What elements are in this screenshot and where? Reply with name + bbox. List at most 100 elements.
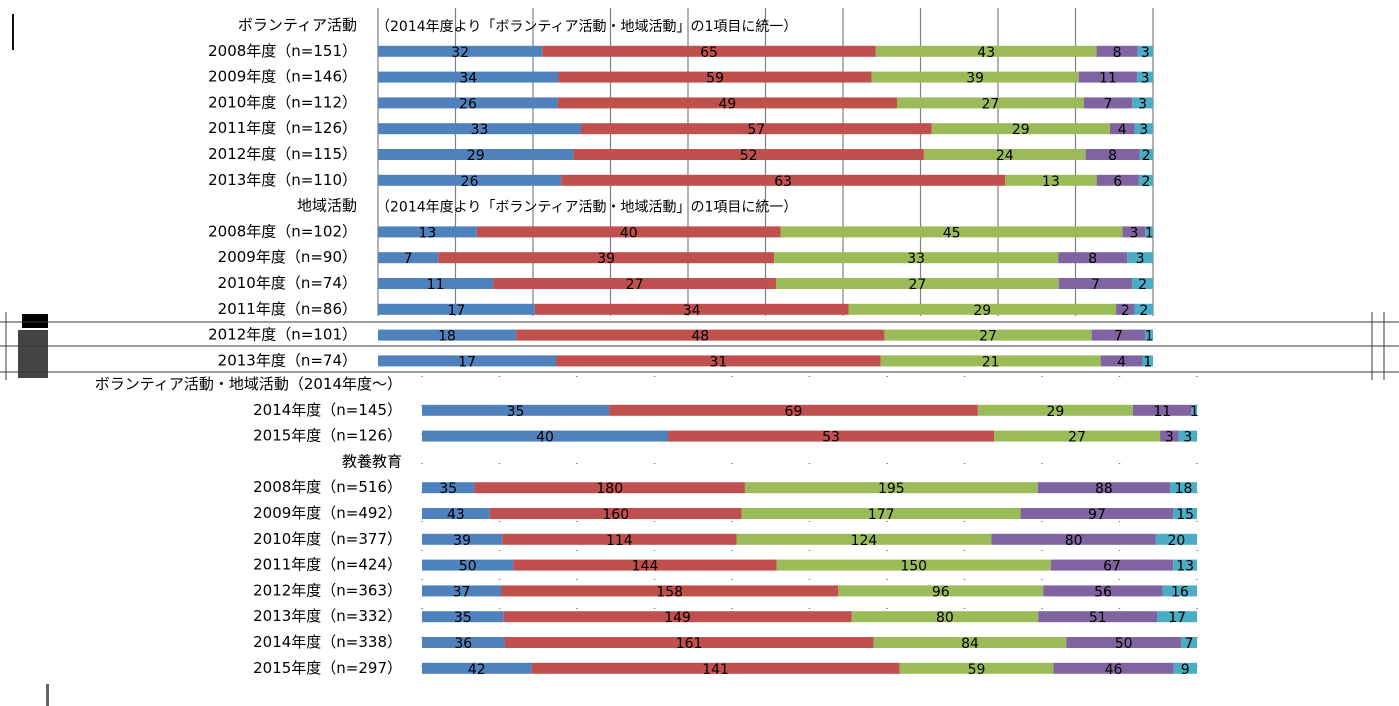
data-label: 7 <box>1114 329 1123 345</box>
data-label: 1 <box>1190 404 1199 420</box>
bar-segment <box>1109 123 1135 135</box>
row-label: 2011年度（n=424） <box>253 556 402 574</box>
data-label: 80 <box>936 610 954 626</box>
row-label: 2010年度（n=112） <box>208 93 357 111</box>
bar-segment <box>422 559 514 571</box>
bar-segment <box>422 430 669 442</box>
data-label: 34 <box>459 71 477 87</box>
data-label: 27 <box>626 277 644 293</box>
data-label: 13 <box>1176 559 1194 575</box>
row-label: 2009年度（n=492） <box>253 504 402 522</box>
data-label: 36 <box>454 636 472 652</box>
bar-segment <box>422 482 475 494</box>
data-label: 20 <box>1168 533 1186 549</box>
data-label: 33 <box>471 122 489 138</box>
bar-segment <box>1180 637 1197 648</box>
row-label: 2014年度（n=338） <box>253 633 402 651</box>
data-label: 8 <box>1113 45 1122 61</box>
data-label: 24 <box>996 148 1014 164</box>
bar-segment <box>931 123 1110 135</box>
bar-segment <box>1096 174 1139 186</box>
bar-segment <box>873 637 1067 648</box>
bar-segment <box>422 508 490 519</box>
bar-segment <box>378 45 543 57</box>
row-label: 2012年度（n=363） <box>253 581 402 599</box>
bar-segment <box>500 585 839 597</box>
data-label: 50 <box>1115 636 1133 652</box>
left-marker-2 <box>22 314 48 328</box>
data-label: 7 <box>1185 636 1194 652</box>
data-label: 2 <box>1141 174 1150 190</box>
bar-segment <box>378 355 557 367</box>
data-label: 88 <box>1095 481 1113 497</box>
bar-segment <box>422 611 504 623</box>
bar-segment <box>1160 430 1179 442</box>
data-label: 11 <box>427 277 445 293</box>
bar-segment <box>848 303 1117 315</box>
bar-segment <box>923 149 1086 160</box>
data-label: 40 <box>620 225 638 241</box>
data-label: 2 <box>1121 303 1130 319</box>
bar-segment <box>899 662 1054 674</box>
bar-segment <box>378 329 517 341</box>
data-label: 69 <box>785 404 803 420</box>
bar-segment <box>378 149 574 160</box>
data-label: 195 <box>878 481 905 497</box>
row-label: 2009年度（n=90） <box>218 248 357 266</box>
data-label: 59 <box>968 662 986 678</box>
bar-segment <box>1043 585 1163 597</box>
data-label: 8 <box>1088 251 1097 267</box>
bar-segment <box>838 585 1044 597</box>
data-label: 67 <box>1103 559 1121 575</box>
data-label: 48 <box>691 329 709 345</box>
bar-segment <box>1066 637 1181 648</box>
data-label: 3 <box>1141 71 1150 87</box>
bar-segment <box>476 226 781 238</box>
bar-segment <box>994 430 1161 442</box>
data-label: 96 <box>932 584 950 600</box>
data-label: 37 <box>453 584 471 600</box>
bar-segment <box>378 123 581 135</box>
group-note: （2014年度より「ボランティア活動・地域活動」の1項目に統一） <box>376 19 797 35</box>
group-title: ボランティア活動・地域活動（2014年度～） <box>95 375 402 393</box>
bar-segment <box>378 303 535 315</box>
data-label: 17 <box>1168 610 1186 626</box>
data-label: 7 <box>404 251 413 267</box>
bar-segment <box>573 149 924 160</box>
data-label: 150 <box>900 559 927 575</box>
data-label: 1 <box>1145 329 1154 345</box>
bar-segment <box>1173 559 1197 571</box>
bar-segment <box>1139 149 1153 160</box>
data-label: 40 <box>536 430 554 446</box>
bar-segment <box>378 226 477 238</box>
data-label: 2 <box>1142 148 1151 164</box>
bar-segment <box>1085 149 1140 160</box>
bar-segment <box>534 303 849 315</box>
bar-segment <box>1037 482 1170 494</box>
bar-segment <box>580 123 932 135</box>
bar-segment <box>422 533 503 545</box>
bar-segment <box>378 252 439 264</box>
data-label: 34 <box>683 303 701 319</box>
data-label: 29 <box>467 148 485 164</box>
row-label: 2013年度（n=74） <box>218 351 357 369</box>
bar-segment <box>609 404 978 416</box>
data-label: 158 <box>656 584 683 600</box>
data-label: 11 <box>1153 404 1171 420</box>
bar-segment <box>502 533 737 545</box>
bar-segment <box>493 278 776 289</box>
bar-segment <box>1096 45 1138 57</box>
data-label: 31 <box>709 354 727 370</box>
bar-segment <box>1132 278 1153 289</box>
row-label: 2008年度（n=516） <box>253 478 402 496</box>
data-label: 21 <box>982 354 1000 370</box>
group-title: ボランティア活動 <box>238 16 357 34</box>
data-label: 13 <box>418 225 436 241</box>
bar-segment <box>774 252 1059 264</box>
row-label: 2015年度（n=297） <box>253 659 402 677</box>
bar-segment <box>1038 611 1158 623</box>
data-label: 18 <box>1175 481 1193 497</box>
data-label: 1 <box>1143 354 1152 370</box>
row-label: 2009年度（n=146） <box>208 68 357 86</box>
row-label: 2010年度（n=377） <box>253 530 402 548</box>
